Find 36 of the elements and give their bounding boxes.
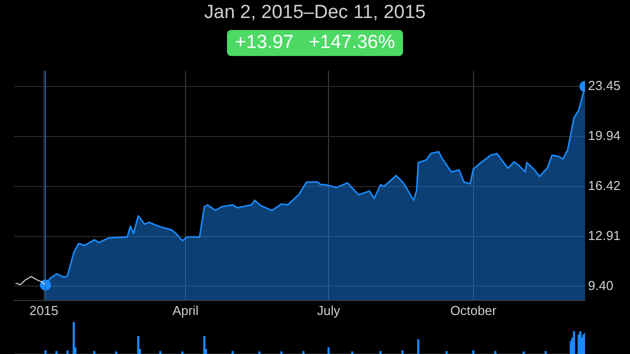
y-tick-label: 19.94 — [588, 128, 621, 143]
bar — [66, 350, 69, 354]
bar — [544, 351, 547, 354]
bar — [258, 351, 260, 354]
bar — [494, 351, 496, 354]
x-tick-label: July — [317, 302, 341, 318]
bar — [472, 350, 474, 354]
chart-title: Jan 2, 2015–Dec 11, 2015 — [203, 1, 427, 25]
bar — [137, 336, 140, 354]
bar — [232, 351, 234, 354]
bar — [417, 339, 420, 354]
y-tick-label: 12.91 — [588, 228, 621, 243]
bar — [572, 331, 576, 354]
bar — [72, 322, 75, 354]
bar — [328, 347, 330, 354]
x-tick-label: 2015 — [29, 302, 58, 318]
bar — [302, 351, 305, 354]
bar — [401, 350, 404, 354]
y-tick-label: 9.40 — [588, 278, 614, 293]
bar — [44, 350, 47, 354]
y-tick-label: 23.45 — [588, 78, 621, 94]
bar — [55, 351, 58, 354]
bar — [280, 351, 282, 354]
bar — [579, 331, 582, 354]
bar — [379, 351, 382, 354]
y-tick-label: 16.42 — [588, 178, 621, 193]
bar — [351, 351, 354, 354]
x-tick-label: April — [172, 302, 199, 318]
bar — [445, 351, 448, 354]
bar — [181, 351, 184, 354]
x-tick-label: October — [450, 302, 498, 318]
bar — [522, 351, 525, 354]
bar — [159, 351, 162, 354]
bar — [93, 351, 96, 354]
bar — [115, 351, 118, 354]
chart-subtitle: +13.97 +147.36% — [226, 30, 404, 56]
